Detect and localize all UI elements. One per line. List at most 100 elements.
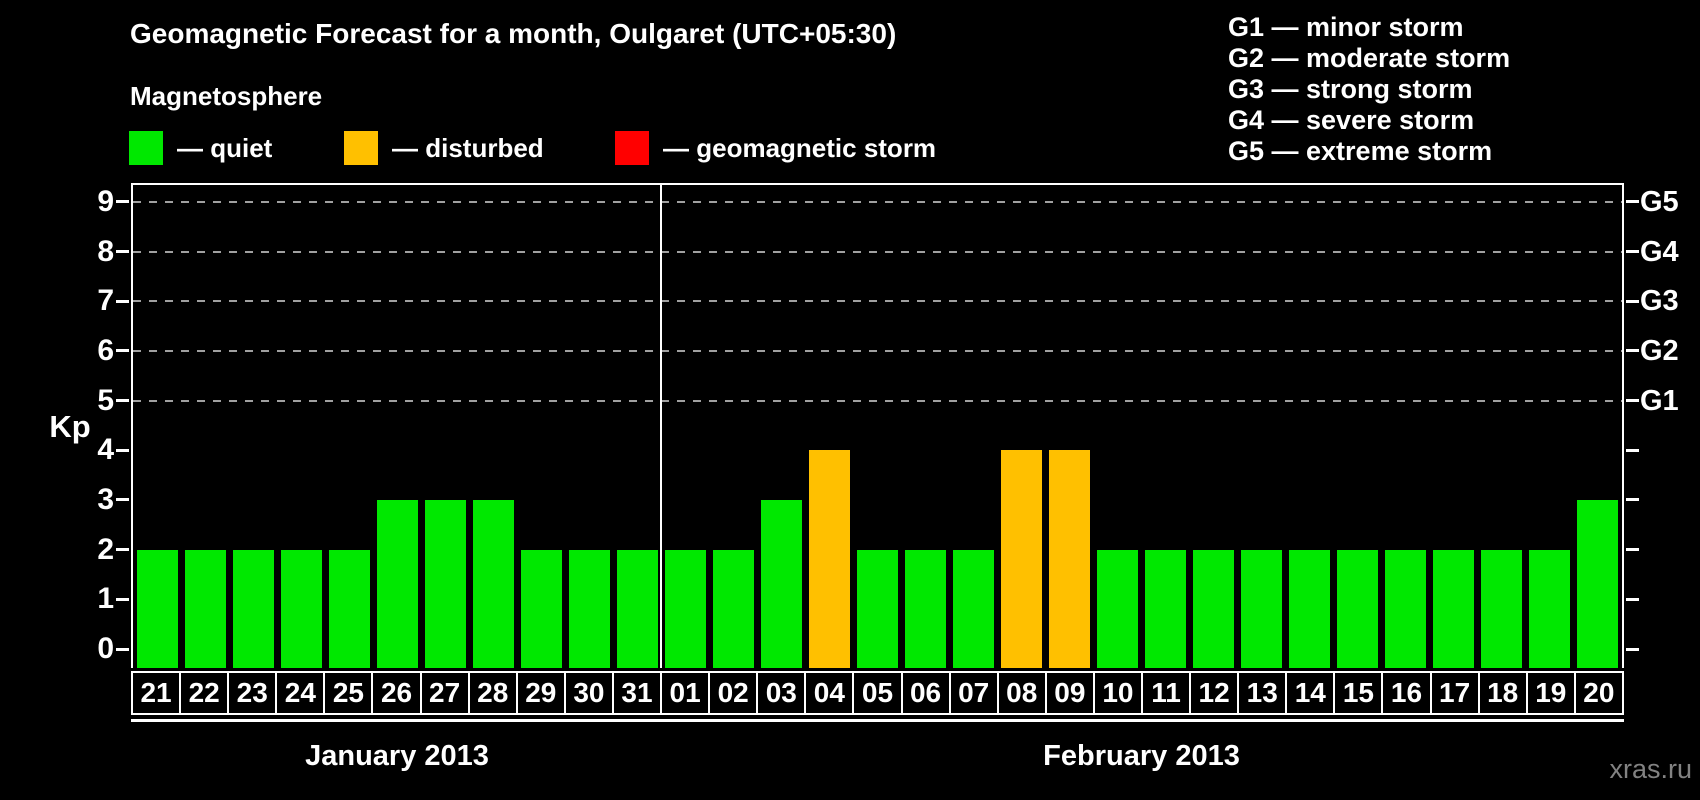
date-cell-29: 29 [515,671,566,715]
kp-bar-day-21 [136,549,178,668]
legend-label-disturbed: — disturbed [392,132,544,163]
date-cell-09: 09 [1044,671,1095,715]
y-tick-right-5 [1626,399,1639,403]
kp-bar-day-17 [1433,549,1475,668]
y-tick-right-4 [1626,448,1639,452]
y-tick-label-7: 7 [97,284,114,318]
g-legend-line-g2: G2 — moderate storm [1228,43,1511,73]
bars-container [133,183,1622,668]
date-cell-24: 24 [275,671,326,715]
g-scale-legend: G1 — minor storm G2 — moderate storm G3 … [1228,12,1510,167]
y-tick-right-9 [1626,200,1639,204]
kp-bar-day-31 [616,549,658,668]
plot-area [116,183,1639,668]
date-cell-01: 01 [660,671,711,715]
y-tick-right-8 [1626,250,1639,254]
y-tick-left-2 [116,548,129,552]
date-cell-21: 21 [131,671,182,715]
kp-bar-day-19 [1529,549,1571,668]
y-tick-left-9 [116,200,129,204]
y-tick-label-3: 3 [97,482,114,516]
date-cell-16: 16 [1381,671,1432,715]
g-legend-line-g3: G3 — strong storm [1228,74,1473,104]
date-cell-14: 14 [1285,671,1336,715]
kp-bar-day-20 [1577,500,1619,668]
kp-bar-day-08 [1001,450,1043,668]
y-axis-left [131,183,133,668]
y-tick-right-7 [1626,299,1639,303]
date-cell-10: 10 [1092,671,1143,715]
disturbed-color-swatch [344,131,378,165]
month-label-february: February 2013 [1043,740,1240,772]
g-level-label-g5: G5 [1640,185,1679,218]
kp-bar-day-26 [376,500,418,668]
y-tick-left-1 [116,597,129,601]
kp-bar-day-04 [808,450,850,668]
y-tick-right-3 [1626,498,1639,502]
kp-bar-day-15 [1337,549,1379,668]
kp-bar-day-24 [280,549,322,668]
date-cell-31: 31 [611,671,663,715]
kp-bar-day-01 [664,549,706,668]
date-cell-04: 04 [804,671,855,715]
kp-bar-day-05 [856,549,898,668]
kp-bar-day-16 [1385,549,1427,668]
date-cell-02: 02 [708,671,759,715]
date-cell-25: 25 [323,671,374,715]
kp-bar-day-29 [520,549,562,668]
gridline-kp-5 [133,399,1622,402]
quiet-color-swatch [129,131,163,165]
plot-border-top [131,183,1624,185]
y-tick-right-6 [1626,349,1639,353]
y-tick-label-1: 1 [97,582,114,616]
kp-bar-day-25 [328,549,370,668]
g-level-label-g1: G1 [1640,384,1679,417]
date-cell-28: 28 [467,671,518,715]
date-cell-23: 23 [227,671,278,715]
y-tick-left-6 [116,349,129,353]
y-tick-left-4 [116,448,129,452]
date-cell-20: 20 [1573,671,1624,715]
date-cell-08: 08 [996,671,1047,715]
g-legend-line-g1: G1 — minor storm [1228,12,1464,42]
y-tick-left-0 [116,647,129,651]
y-tick-right-1 [1626,597,1639,601]
kp-bar-day-28 [472,500,514,668]
y-tick-right-2 [1626,548,1639,552]
kp-bar-day-27 [424,500,466,668]
y-tick-label-6: 6 [97,333,114,367]
date-cell-07: 07 [948,671,999,715]
gridline-kp-7 [133,300,1622,303]
y-tick-right-0 [1626,647,1639,651]
y-tick-label-0: 0 [97,632,114,665]
kp-bar-day-10 [1097,549,1139,668]
date-cell-15: 15 [1333,671,1384,715]
g-level-label-g4: G4 [1640,235,1679,268]
y-tick-left-3 [116,498,129,502]
y-tick-label-2: 2 [97,532,114,566]
gridline-kp-6 [133,349,1622,352]
kp-bar-day-02 [712,549,754,668]
kp-bar-day-06 [905,549,947,668]
kp-bar-day-07 [953,549,995,668]
date-cell-03: 03 [756,671,807,715]
kp-bar-day-14 [1289,549,1331,668]
y-tick-label-4: 4 [97,433,114,467]
g-level-label-g3: G3 [1640,285,1679,318]
date-cell-06: 06 [900,671,951,715]
y-tick-label-8: 8 [97,234,114,268]
date-cell-27: 27 [419,671,470,715]
kp-bar-day-09 [1049,450,1091,668]
kp-bar-day-12 [1193,549,1235,668]
date-cell-18: 18 [1477,671,1528,715]
gridline-kp-9 [133,200,1622,203]
date-cell-30: 30 [563,671,614,715]
kp-bar-day-23 [232,549,274,668]
date-cell-13: 13 [1237,671,1288,715]
y-tick-left-7 [116,299,129,303]
y-tick-left-8 [116,250,129,254]
date-cell-11: 11 [1140,671,1192,715]
date-cell-26: 26 [371,671,422,715]
kp-bar-day-18 [1481,549,1523,668]
kp-bar-day-13 [1241,549,1283,668]
